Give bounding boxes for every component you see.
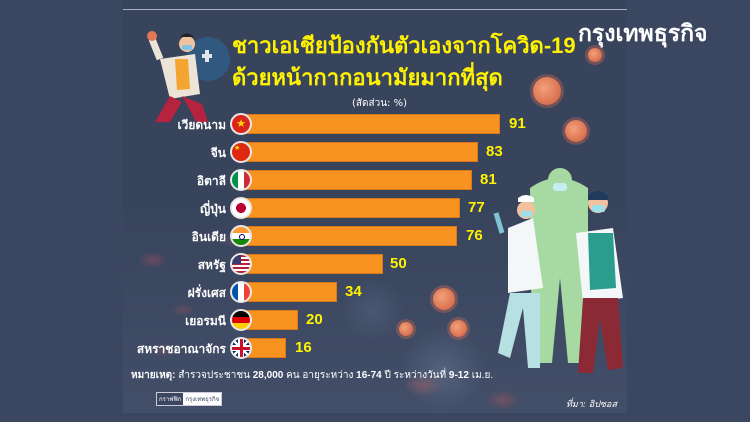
bar: [240, 226, 457, 246]
virus-icon: [399, 322, 413, 336]
france-flag-icon: [230, 281, 252, 303]
country-label: อินเดีย: [191, 230, 226, 244]
value-label: 91: [509, 115, 526, 132]
credit-label: กราฟฟิก: [157, 393, 184, 405]
title-line-2: ด้วยหน้ากากอนามัยมากที่สุด: [232, 65, 503, 90]
bar: [240, 282, 337, 302]
source-label: ที่มา: อิปซอส: [566, 400, 617, 410]
country-label: ฝรั่งเศส: [187, 286, 226, 300]
italy-flag-icon: [230, 169, 252, 191]
country-label: สหราชอาณาจักร: [136, 342, 226, 356]
virus-icon: [565, 120, 587, 142]
value-label: 77: [468, 199, 485, 216]
bar-row-china: จีน ★ 83: [0, 141, 750, 163]
bar: [240, 198, 460, 218]
survey-note: หมายเหตุ: สำรวจประชาชน 28,000 คน อายุระห…: [131, 370, 494, 381]
bar-row-japan: ญี่ปุ่น 77: [0, 197, 750, 219]
bar-row-uk: สหราชอาณาจักร 16: [0, 337, 750, 359]
value-label: 83: [486, 143, 503, 160]
country-label: จีน: [210, 146, 226, 160]
value-label: 81: [480, 171, 497, 188]
masked-hero-illustration: [147, 31, 230, 122]
bar-row-france: ฝรั่งเศส 34: [0, 281, 750, 303]
country-label: อิตาลี: [196, 174, 226, 188]
unit-label: (สัดส่วน: %): [352, 98, 408, 109]
bar-row-germany: เยอรมนี 20: [0, 309, 750, 331]
country-label: ญี่ปุ่น: [199, 202, 226, 216]
country-label: สหรัฐ: [197, 258, 226, 272]
credit-brand: กรุงเทพธุรกิจ: [183, 393, 222, 405]
bar-row-italy: อิตาลี 81: [0, 169, 750, 191]
value-label: 20: [306, 311, 323, 328]
bar-row-india: อินเดีย 76: [0, 225, 750, 247]
india-flag-icon: [230, 225, 252, 247]
virus-icon: [433, 288, 455, 310]
country-label: เยอรมนี: [185, 314, 226, 328]
bar-row-vietnam: เวียดนาม ★ 91: [0, 113, 750, 135]
value-label: 34: [345, 283, 362, 300]
bar: [240, 142, 478, 162]
value-label: 76: [466, 227, 483, 244]
value-label: 16: [295, 339, 312, 356]
bar: [240, 170, 472, 190]
chart-title: ชาวเอเชียป้องกันตัวเองจากโควิด-19 ด้วยหน…: [232, 30, 576, 94]
brand-logo-text: กรุงเทพธุรกิจ: [578, 20, 708, 46]
virus-icon: [533, 77, 561, 105]
top-divider: [123, 9, 627, 10]
usa-flag-icon: [230, 253, 252, 275]
note-prefix: หมายเหตุ:: [131, 370, 176, 381]
value-label: 50: [390, 255, 407, 272]
vietnam-flag-icon: ★: [230, 113, 252, 135]
country-label: เวียดนาม: [177, 118, 226, 132]
germany-flag-icon: [230, 309, 252, 331]
virus-icon: [588, 48, 602, 62]
title-line-1: ชาวเอเชียป้องกันตัวเองจากโควิด-19: [232, 33, 576, 58]
bar: [240, 254, 383, 274]
virus-icon: [450, 320, 467, 337]
bar-row-usa: สหรัฐ 50: [0, 253, 750, 275]
medical-staff-illustration: [493, 168, 623, 373]
japan-flag-icon: [230, 197, 252, 219]
china-flag-icon: ★: [230, 141, 252, 163]
graphic-credit: กราฟฟิก กรุงเทพธุรกิจ: [156, 392, 223, 406]
bar: [240, 114, 500, 134]
uk-flag-icon: [230, 337, 252, 359]
